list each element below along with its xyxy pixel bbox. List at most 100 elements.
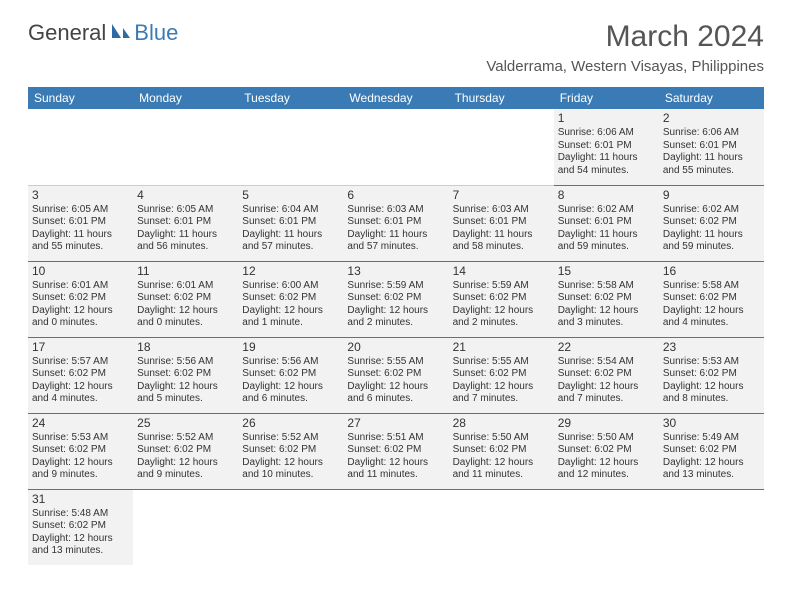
calendar-row: 17Sunrise: 5:57 AMSunset: 6:02 PMDayligh… bbox=[28, 337, 764, 413]
day-number: 2 bbox=[663, 111, 760, 126]
calendar-cell: 19Sunrise: 5:56 AMSunset: 6:02 PMDayligh… bbox=[238, 337, 343, 413]
sunrise-text: Sunrise: 6:03 AM bbox=[453, 204, 550, 217]
day-number: 9 bbox=[663, 188, 760, 203]
page-header: General Blue March 2024 Valderrama, West… bbox=[0, 0, 792, 81]
calendar-cell: 4Sunrise: 6:05 AMSunset: 6:01 PMDaylight… bbox=[133, 185, 238, 261]
daylight-text: Daylight: 12 hours and 13 minutes. bbox=[32, 533, 129, 558]
sunrise-text: Sunrise: 5:49 AM bbox=[663, 432, 760, 445]
sunset-text: Sunset: 6:01 PM bbox=[453, 216, 550, 229]
calendar-cell: 6Sunrise: 6:03 AMSunset: 6:01 PMDaylight… bbox=[343, 185, 448, 261]
calendar-cell bbox=[238, 489, 343, 565]
sunset-text: Sunset: 6:02 PM bbox=[663, 368, 760, 381]
daylight-text: Daylight: 12 hours and 10 minutes. bbox=[242, 457, 339, 482]
daylight-text: Daylight: 12 hours and 7 minutes. bbox=[453, 381, 550, 406]
sunset-text: Sunset: 6:02 PM bbox=[242, 368, 339, 381]
day-number: 25 bbox=[137, 416, 234, 431]
daylight-text: Daylight: 12 hours and 11 minutes. bbox=[347, 457, 444, 482]
sunset-text: Sunset: 6:02 PM bbox=[558, 368, 655, 381]
calendar-cell: 10Sunrise: 6:01 AMSunset: 6:02 PMDayligh… bbox=[28, 261, 133, 337]
day-number: 16 bbox=[663, 264, 760, 279]
daylight-text: Daylight: 11 hours and 55 minutes. bbox=[32, 229, 129, 254]
daylight-text: Daylight: 12 hours and 9 minutes. bbox=[32, 457, 129, 482]
day-number: 1 bbox=[558, 111, 655, 126]
day-number: 8 bbox=[558, 188, 655, 203]
logo-sail-icon bbox=[106, 20, 132, 46]
day-number: 23 bbox=[663, 340, 760, 355]
day-number: 22 bbox=[558, 340, 655, 355]
daylight-text: Daylight: 12 hours and 1 minute. bbox=[242, 305, 339, 330]
daylight-text: Daylight: 11 hours and 57 minutes. bbox=[242, 229, 339, 254]
sunrise-text: Sunrise: 5:51 AM bbox=[347, 432, 444, 445]
daylight-text: Daylight: 12 hours and 8 minutes. bbox=[663, 381, 760, 406]
sunset-text: Sunset: 6:02 PM bbox=[663, 444, 760, 457]
sunset-text: Sunset: 6:02 PM bbox=[347, 444, 444, 457]
sunset-text: Sunset: 6:02 PM bbox=[242, 292, 339, 305]
day-header: Tuesday bbox=[238, 87, 343, 109]
sunrise-text: Sunrise: 6:04 AM bbox=[242, 204, 339, 217]
day-number: 12 bbox=[242, 264, 339, 279]
day-number: 4 bbox=[137, 188, 234, 203]
calendar-cell: 22Sunrise: 5:54 AMSunset: 6:02 PMDayligh… bbox=[554, 337, 659, 413]
calendar-cell bbox=[28, 109, 133, 185]
daylight-text: Daylight: 11 hours and 56 minutes. bbox=[137, 229, 234, 254]
calendar-cell: 20Sunrise: 5:55 AMSunset: 6:02 PMDayligh… bbox=[343, 337, 448, 413]
sunset-text: Sunset: 6:01 PM bbox=[242, 216, 339, 229]
calendar-table: Sunday Monday Tuesday Wednesday Thursday… bbox=[28, 87, 764, 565]
sunrise-text: Sunrise: 6:03 AM bbox=[347, 204, 444, 217]
day-number: 14 bbox=[453, 264, 550, 279]
day-number: 27 bbox=[347, 416, 444, 431]
calendar-cell: 18Sunrise: 5:56 AMSunset: 6:02 PMDayligh… bbox=[133, 337, 238, 413]
calendar-row: 3Sunrise: 6:05 AMSunset: 6:01 PMDaylight… bbox=[28, 185, 764, 261]
day-number: 15 bbox=[558, 264, 655, 279]
day-number: 6 bbox=[347, 188, 444, 203]
daylight-text: Daylight: 12 hours and 2 minutes. bbox=[347, 305, 444, 330]
sunrise-text: Sunrise: 6:01 AM bbox=[32, 280, 129, 293]
sunset-text: Sunset: 6:02 PM bbox=[453, 444, 550, 457]
calendar-cell: 21Sunrise: 5:55 AMSunset: 6:02 PMDayligh… bbox=[449, 337, 554, 413]
sunset-text: Sunset: 6:02 PM bbox=[32, 368, 129, 381]
calendar-cell: 1Sunrise: 6:06 AMSunset: 6:01 PMDaylight… bbox=[554, 109, 659, 185]
daylight-text: Daylight: 11 hours and 58 minutes. bbox=[453, 229, 550, 254]
sunset-text: Sunset: 6:02 PM bbox=[663, 216, 760, 229]
location: Valderrama, Western Visayas, Philippines bbox=[486, 58, 764, 75]
title-block: March 2024 Valderrama, Western Visayas, … bbox=[486, 20, 764, 75]
sunrise-text: Sunrise: 5:53 AM bbox=[663, 356, 760, 369]
calendar-cell: 23Sunrise: 5:53 AMSunset: 6:02 PMDayligh… bbox=[659, 337, 764, 413]
daylight-text: Daylight: 12 hours and 4 minutes. bbox=[32, 381, 129, 406]
daylight-text: Daylight: 11 hours and 59 minutes. bbox=[663, 229, 760, 254]
day-number: 13 bbox=[347, 264, 444, 279]
day-number: 3 bbox=[32, 188, 129, 203]
day-number: 24 bbox=[32, 416, 129, 431]
calendar-cell: 30Sunrise: 5:49 AMSunset: 6:02 PMDayligh… bbox=[659, 413, 764, 489]
daylight-text: Daylight: 12 hours and 6 minutes. bbox=[347, 381, 444, 406]
daylight-text: Daylight: 12 hours and 11 minutes. bbox=[453, 457, 550, 482]
sunset-text: Sunset: 6:02 PM bbox=[137, 292, 234, 305]
calendar-cell: 11Sunrise: 6:01 AMSunset: 6:02 PMDayligh… bbox=[133, 261, 238, 337]
sunset-text: Sunset: 6:02 PM bbox=[32, 292, 129, 305]
daylight-text: Daylight: 11 hours and 54 minutes. bbox=[558, 152, 655, 177]
sunset-text: Sunset: 6:02 PM bbox=[453, 292, 550, 305]
day-header: Saturday bbox=[659, 87, 764, 109]
sunset-text: Sunset: 6:01 PM bbox=[137, 216, 234, 229]
sunset-text: Sunset: 6:02 PM bbox=[242, 444, 339, 457]
daylight-text: Daylight: 12 hours and 5 minutes. bbox=[137, 381, 234, 406]
logo-text-2: Blue bbox=[134, 20, 178, 46]
daylight-text: Daylight: 12 hours and 6 minutes. bbox=[242, 381, 339, 406]
sunset-text: Sunset: 6:02 PM bbox=[558, 292, 655, 305]
sunset-text: Sunset: 6:02 PM bbox=[347, 368, 444, 381]
sunset-text: Sunset: 6:02 PM bbox=[663, 292, 760, 305]
calendar-row: 31Sunrise: 5:48 AMSunset: 6:02 PMDayligh… bbox=[28, 489, 764, 565]
calendar-cell: 15Sunrise: 5:58 AMSunset: 6:02 PMDayligh… bbox=[554, 261, 659, 337]
sunrise-text: Sunrise: 5:57 AM bbox=[32, 356, 129, 369]
sunrise-text: Sunrise: 6:02 AM bbox=[558, 204, 655, 217]
calendar-body: 1Sunrise: 6:06 AMSunset: 6:01 PMDaylight… bbox=[28, 109, 764, 565]
logo: General Blue bbox=[28, 20, 178, 46]
daylight-text: Daylight: 12 hours and 0 minutes. bbox=[137, 305, 234, 330]
calendar-cell bbox=[238, 109, 343, 185]
sunrise-text: Sunrise: 5:56 AM bbox=[137, 356, 234, 369]
sunrise-text: Sunrise: 6:06 AM bbox=[663, 127, 760, 140]
calendar-cell: 29Sunrise: 5:50 AMSunset: 6:02 PMDayligh… bbox=[554, 413, 659, 489]
calendar-cell bbox=[133, 489, 238, 565]
sunrise-text: Sunrise: 5:54 AM bbox=[558, 356, 655, 369]
day-number: 28 bbox=[453, 416, 550, 431]
